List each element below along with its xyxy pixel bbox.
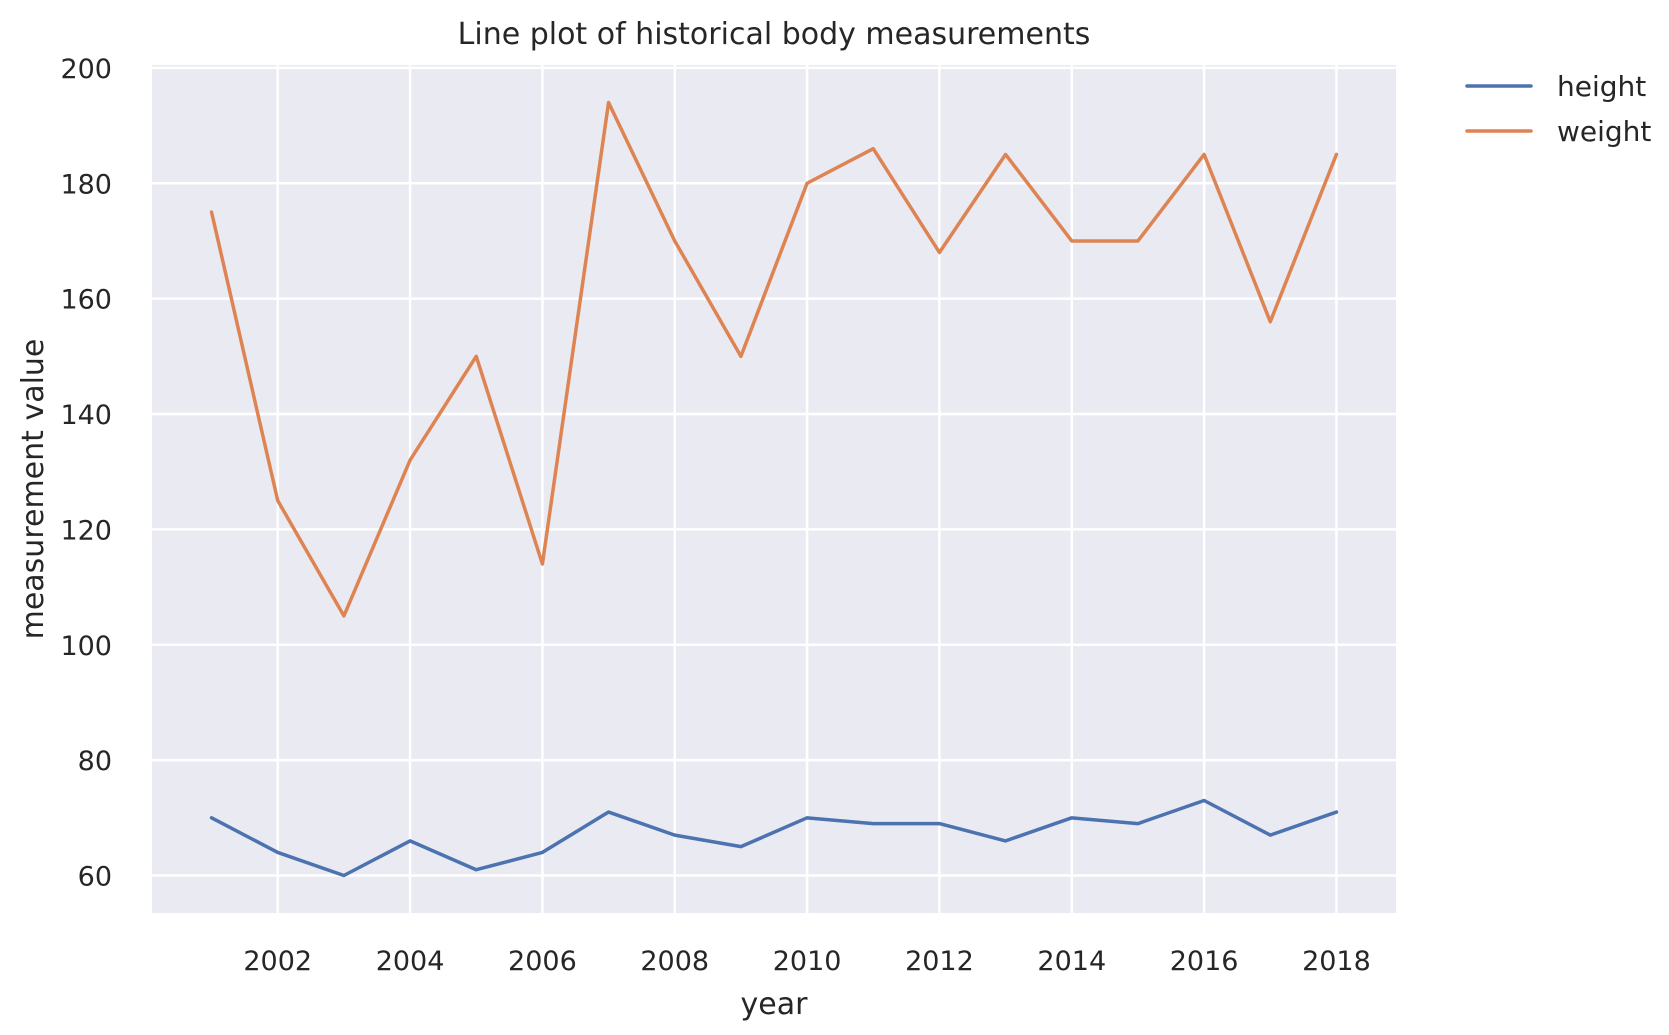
x-axis-label: year [741,987,809,1022]
height-legend-label: height [1557,70,1646,103]
plot-area [152,65,1396,913]
x-tick-label: 2004 [376,946,445,977]
y-axis-label: measurement value [16,339,51,640]
y-tick-label: 160 [60,285,112,316]
y-tick-label: 80 [78,746,112,777]
x-tick-label: 2008 [640,946,709,977]
x-gridlines [276,65,1338,913]
x-tick-label: 2006 [508,946,577,977]
weight-legend-label: weight [1557,115,1651,148]
x-axis-ticks: 2002 2004 2006 2008 2010 2012 2014 2016 2018 [243,946,1370,977]
y-tick-label: 100 [60,631,112,662]
y-tick-label: 60 [78,862,112,893]
series-layer [209,100,1339,878]
weight-series-line [209,100,1339,618]
x-tick-label: 2010 [773,946,842,977]
y-axis-ticks: 60 80 100 120 140 160 180 200 [60,54,112,893]
x-tick-label: 2014 [1037,946,1106,977]
y-gridlines [152,66,1396,877]
x-tick-label: 2002 [243,946,312,977]
x-tick-label: 2016 [1170,946,1239,977]
x-tick-label: 2018 [1302,946,1371,977]
height-series-line [209,798,1339,878]
y-tick-label: 140 [60,400,112,431]
chart-title: Line plot of historical body measurement… [458,17,1091,52]
x-tick-label: 2012 [905,946,974,977]
y-tick-label: 200 [60,54,112,85]
y-tick-label: 120 [60,515,112,546]
legend: height weight [1465,70,1651,148]
y-tick-label: 180 [60,169,112,200]
